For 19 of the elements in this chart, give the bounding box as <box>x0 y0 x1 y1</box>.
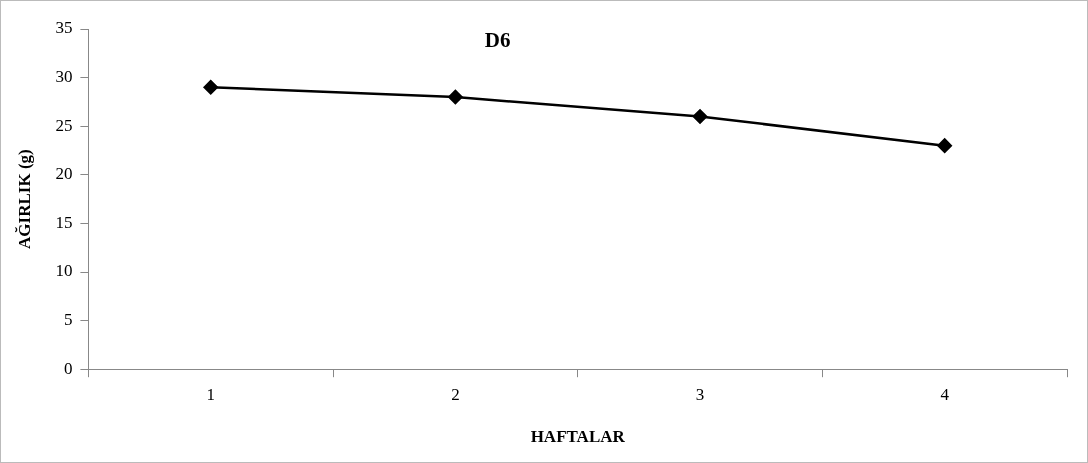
chart-title: D6 <box>484 27 511 52</box>
y-axis-title: AĞIRLIK (g) <box>14 149 34 249</box>
y-tick-label: 0 <box>63 358 73 378</box>
x-tick-label: 1 <box>206 384 215 404</box>
x-tick-label: 4 <box>940 384 950 404</box>
y-tick-label: 10 <box>55 261 73 281</box>
x-tick-label: 2 <box>451 384 460 404</box>
point <box>203 80 218 95</box>
y-tick-label: 5 <box>63 310 73 330</box>
y-tick-label: 25 <box>55 115 73 135</box>
y-tick-label: 35 <box>55 18 73 38</box>
point <box>937 138 952 153</box>
y-tick-label: 15 <box>55 212 73 232</box>
point <box>692 109 708 124</box>
x-tick-label: 3 <box>695 384 705 404</box>
x-axis-title: HAFTALAR <box>530 427 626 447</box>
y-tick-label: 30 <box>55 67 73 87</box>
point <box>448 89 463 105</box>
y-tick-label: 20 <box>55 164 73 184</box>
